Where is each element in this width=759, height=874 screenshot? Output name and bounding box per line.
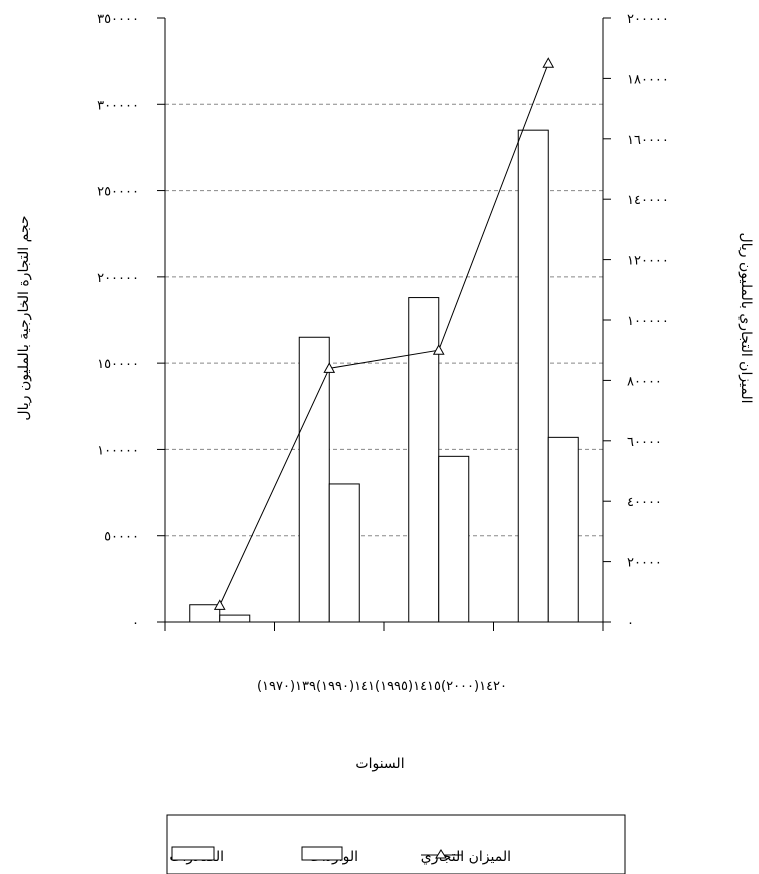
right-tick-label: ١٢٠٠٠٠ bbox=[627, 254, 669, 269]
balance-point bbox=[323, 362, 336, 373]
category-labels: (١٩٧٠)١٣٩(١٩٩٠)١٤١(١٩٩٥)١٤١٥(٢٠٠٠)١٤٢٠ bbox=[257, 679, 507, 694]
y-axis-title-right: الميزان التجاري بالمليون ريال bbox=[738, 232, 754, 403]
legend-item-balance: الميزان التجاري bbox=[421, 849, 511, 865]
right-tick-label: ١٤٠٠٠٠ bbox=[627, 193, 669, 208]
bar-exports bbox=[298, 336, 330, 623]
right-tick-labels: ٠ ٢٠٠٠٠ ٤٠٠٠٠ ٦٠٠٠٠ ٨٠٠٠٠ ١٠٠٠٠٠ ١٢٠٠٠٠ ١٤٠٠٠٠ ١… bbox=[603, 12, 669, 631]
legend-frame bbox=[166, 814, 626, 874]
balance-point bbox=[213, 599, 226, 610]
right-tick-label: ٨٠٠٠٠ bbox=[627, 374, 662, 389]
x-axis-title: السنوات bbox=[355, 756, 404, 772]
legend-swatch-exports bbox=[171, 846, 215, 861]
legend-swatch-imports bbox=[301, 846, 343, 861]
right-tick-label: ٠ bbox=[627, 616, 634, 631]
line-series bbox=[213, 57, 555, 610]
left-tick-label: ٠ bbox=[132, 616, 139, 631]
bar-imports bbox=[547, 436, 579, 623]
bar-exports bbox=[517, 129, 549, 623]
right-tick-label: ٢٠٠٠٠ bbox=[627, 556, 662, 571]
bar-imports bbox=[219, 614, 251, 623]
right-tick-label: ١٨٠٠٠٠ bbox=[627, 72, 669, 87]
left-tick-label: ٢٠٠٠٠٠ bbox=[97, 271, 139, 286]
legend-item-exports: الصادرات bbox=[169, 846, 224, 865]
bar-imports bbox=[328, 483, 360, 623]
left-tick-label: ٣٠٠٠٠٠ bbox=[97, 98, 139, 113]
left-tick-label: ٣٥٠٠٠٠ bbox=[97, 12, 139, 27]
y-axis-title-left: حجم التجارة الخارجية بالمليون ريال bbox=[16, 215, 32, 420]
right-tick-label: ٤٠٠٠٠ bbox=[627, 495, 662, 510]
left-tick-label: ١٥٠٠٠٠ bbox=[97, 357, 139, 372]
left-tick-label: ١٠٠٠٠٠ bbox=[97, 443, 139, 458]
bar-imports bbox=[438, 455, 470, 623]
right-tick-label: ١٦٠٠٠٠ bbox=[627, 133, 669, 148]
left-tick-labels: ٠ ٥٠٠٠٠ ١٠٠٠٠٠ ١٥٠٠٠٠ ٢٠٠٠٠٠ ٢٥٠٠٠٠ ٣٠٠٠٠٠ ٣٥٠٠… bbox=[97, 12, 165, 631]
bars bbox=[189, 129, 579, 623]
left-tick-label: ٥٠٠٠٠ bbox=[104, 530, 139, 545]
legend-marker-balance bbox=[435, 849, 447, 859]
legend: الصادرات الواردات الميزان التجاري bbox=[166, 814, 626, 874]
bar-exports bbox=[408, 297, 440, 623]
balance-line bbox=[219, 63, 549, 606]
balance-point bbox=[432, 344, 445, 355]
legend-label-balance: الميزان التجاري bbox=[421, 849, 511, 865]
balance-point bbox=[542, 57, 555, 68]
right-tick-label: ١٠٠٠٠٠ bbox=[627, 314, 669, 329]
left-tick-label: ٢٥٠٠٠٠ bbox=[97, 185, 139, 200]
legend-item-imports: الواردات bbox=[301, 846, 358, 865]
right-tick-label: ٦٠٠٠٠ bbox=[627, 435, 662, 450]
right-tick-label: ٢٠٠٠٠٠ bbox=[627, 12, 669, 27]
bar-exports bbox=[189, 604, 221, 623]
x-tick-marks bbox=[164, 622, 604, 631]
